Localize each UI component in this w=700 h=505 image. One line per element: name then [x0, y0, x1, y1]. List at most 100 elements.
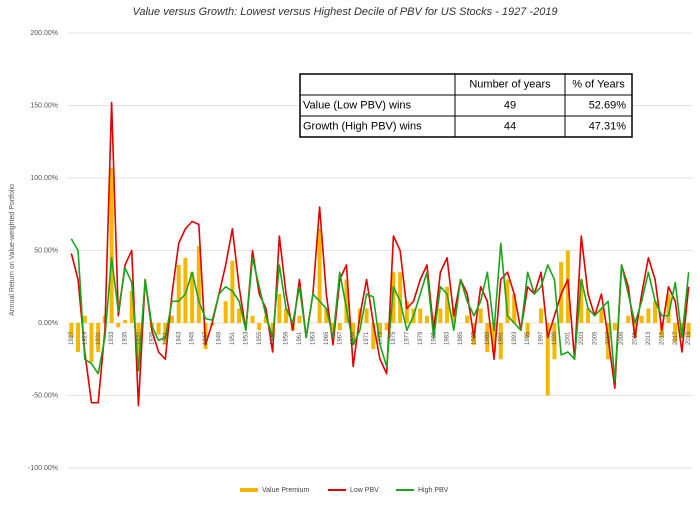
bar: [552, 323, 557, 360]
bar: [666, 294, 671, 323]
x-tick-label: 1983: [445, 331, 451, 345]
table-cell: 44: [504, 120, 516, 132]
bar: [498, 323, 503, 360]
bar: [116, 323, 121, 328]
y-tick-label: -100.00%: [28, 465, 58, 472]
x-tick-label: 2011: [633, 331, 639, 345]
x-tick-label: 1967: [337, 331, 343, 345]
bar: [223, 301, 228, 323]
bar: [377, 323, 383, 338]
bar: [646, 308, 651, 323]
bar: [525, 323, 530, 338]
bar: [263, 315, 268, 323]
bar: [96, 323, 101, 352]
x-tick-label: 1999: [552, 331, 558, 345]
x-tick-label: 1961: [297, 331, 303, 345]
bar: [176, 265, 181, 323]
table-cell: 49: [504, 99, 516, 111]
bar: [485, 323, 490, 352]
table-header: % of Years: [572, 78, 625, 90]
bar: [673, 323, 678, 342]
bar: [465, 315, 470, 323]
x-tick-label: 1979: [418, 331, 424, 345]
x-tick-label: 2017: [673, 331, 679, 345]
x-tick-label: 1939: [149, 331, 155, 345]
bar: [686, 323, 691, 338]
bar: [257, 323, 262, 331]
bar: [612, 323, 617, 331]
x-tick-label: 1963: [310, 331, 316, 345]
x-tick-label: 1933: [109, 331, 115, 345]
y-axis-label: Annual Return on Value-weighted Portfoli…: [9, 184, 16, 316]
bar: [297, 315, 302, 323]
bar: [82, 315, 87, 323]
bar: [109, 167, 114, 323]
x-tick-label: 1957: [270, 331, 276, 345]
table-cell: Growth (High PBV) wins: [303, 120, 422, 132]
bar: [196, 246, 201, 323]
bar: [478, 308, 483, 323]
y-tick-label: -50.00%: [32, 392, 58, 399]
x-tick-label: 1927: [69, 331, 75, 345]
x-tick-label: 1971: [364, 331, 370, 345]
bar: [438, 308, 443, 323]
bar: [89, 323, 94, 363]
table-cell: 47.31%: [589, 120, 627, 132]
bar: [123, 320, 128, 323]
x-tick-label: 1975: [391, 331, 397, 345]
x-tick-label: 2019: [686, 331, 692, 345]
y-tick-label: 200.00%: [30, 30, 58, 37]
bar: [344, 279, 349, 323]
x-tick-label: 1951: [230, 331, 236, 345]
bar: [431, 315, 436, 323]
x-tick-label: 1981: [431, 331, 437, 345]
line: [70, 101, 690, 407]
bar: [76, 323, 81, 352]
x-tick-label: 1941: [163, 331, 169, 345]
bar: [492, 323, 497, 352]
bar: [445, 286, 450, 323]
bar: [585, 308, 591, 323]
bar: [512, 294, 517, 323]
bar: [277, 294, 282, 323]
bar: [351, 323, 356, 345]
bar: [391, 272, 396, 323]
line: [70, 238, 690, 382]
x-tick-label: 2007: [606, 331, 612, 345]
bar: [639, 315, 644, 323]
table-cell: 52.69%: [589, 99, 627, 111]
bar: [331, 323, 336, 331]
bar: [384, 323, 389, 331]
x-tick-label: 1989: [485, 331, 491, 345]
y-tick-label: 50.00%: [34, 247, 58, 254]
bar: [398, 272, 403, 323]
bar: [626, 315, 631, 323]
x-tick-label: 1935: [123, 331, 129, 345]
x-tick-label: 1953: [243, 331, 249, 345]
bar: [653, 301, 658, 323]
x-tick-label: 1977: [404, 331, 410, 345]
x-tick-label: 1965: [324, 331, 330, 345]
bar: [404, 301, 409, 323]
y-tick-label: 150.00%: [30, 102, 58, 109]
x-tick-label: 1969: [351, 331, 357, 345]
x-tick-label: 1955: [257, 331, 263, 345]
y-tick-label: 0.00%: [38, 320, 58, 327]
x-tick-label: 1973: [378, 331, 384, 345]
x-tick-label: 1945: [190, 331, 196, 345]
bar: [317, 228, 322, 323]
bar: [237, 308, 242, 323]
chart-title: Value versus Growth: Lowest versus Highe…: [132, 6, 557, 18]
x-tick-label: 1991: [498, 331, 504, 345]
bar: [539, 308, 544, 323]
x-tick-label: 1987: [472, 331, 478, 345]
bar: [337, 323, 342, 331]
x-tick-label: 1947: [203, 331, 209, 345]
x-tick-label: 2005: [592, 331, 598, 345]
bar: [371, 323, 376, 350]
x-tick-label: 2001: [565, 331, 571, 345]
x-tick-label: 2003: [579, 331, 585, 345]
x-tick-label: 1993: [512, 331, 518, 345]
y-tick-label: 100.00%: [30, 175, 58, 182]
